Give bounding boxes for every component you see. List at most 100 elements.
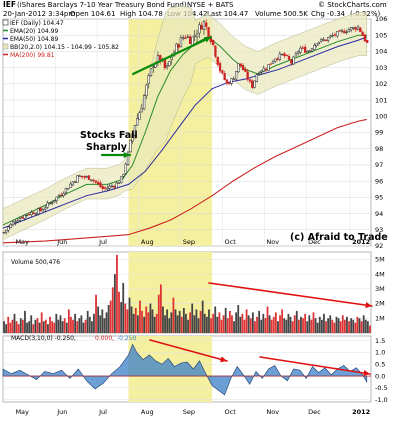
legend-ema50: EMA(50) 104.89 [10, 36, 58, 43]
volume-bar [21, 319, 24, 333]
volume-bar [366, 321, 369, 333]
volume-bar [13, 313, 16, 333]
volume-bar [145, 306, 148, 333]
price-y-tick: 100 [375, 112, 387, 120]
volume-bar [264, 318, 267, 333]
candle-body [322, 39, 325, 41]
volume-bar [300, 316, 302, 333]
volume-bar [231, 315, 233, 333]
volume-bar [325, 321, 327, 333]
macd-x-tick: 2012 [352, 408, 370, 416]
volume-bar [281, 309, 284, 333]
volume-bar [208, 309, 210, 333]
volume-y-tick: 5M [375, 256, 385, 264]
candle-body [4, 229, 8, 233]
volume-highlight-band [128, 252, 213, 333]
price-y-tick: 97 [375, 161, 383, 169]
volume-bar [287, 313, 290, 333]
volume-bar [109, 300, 112, 333]
volume-bar [201, 300, 204, 333]
volume-bar [197, 318, 200, 333]
candle-body [320, 38, 323, 42]
candle-body [73, 181, 77, 183]
volume-bar [111, 287, 114, 333]
candle-body [140, 108, 143, 113]
candle-body [326, 37, 330, 41]
candle-body [46, 202, 49, 208]
candle-body [168, 61, 171, 66]
macd-x-tick: Oct [225, 408, 237, 416]
candle-body [101, 186, 104, 189]
candle-body [218, 63, 222, 72]
volume-bar [285, 319, 288, 333]
volume-bar [352, 319, 355, 333]
candle-body [283, 53, 286, 57]
volume-bar [333, 322, 336, 333]
volume-bar [195, 309, 198, 333]
legend-ma200: MA(200) 99.81 [10, 52, 55, 59]
candle-body [85, 176, 88, 178]
volume-bar [235, 312, 238, 333]
volume-bar [214, 306, 217, 333]
candle-body [299, 47, 302, 53]
candle-body [126, 151, 130, 166]
macd-y-tick: -0.5 [375, 384, 388, 392]
macd-x-tick: Jul [98, 408, 107, 416]
price-y-tick: 95 [375, 194, 383, 202]
candle-body [182, 37, 185, 40]
volume-bar [210, 318, 212, 333]
candle-body [170, 57, 173, 60]
candle-body [76, 175, 79, 183]
volume-bar [15, 321, 18, 333]
volume-bar [289, 316, 292, 333]
volume-bar [105, 312, 108, 333]
volume-bar [241, 313, 244, 333]
volume-bar [122, 282, 125, 333]
candle-body [246, 71, 249, 80]
volume-bar [203, 313, 206, 333]
macd-y-tick: -1.0 [375, 396, 388, 404]
macd-x-tick: May [15, 408, 29, 416]
macd-y-tick: 1.0 [375, 349, 385, 357]
candle-body [195, 33, 199, 38]
candle-body [257, 72, 261, 75]
date: 20-Jan-2012 3:34pm [3, 10, 75, 18]
volume-bar [174, 309, 177, 333]
candle-body [274, 58, 277, 62]
watermark: © StockCharts.com [318, 1, 387, 9]
candle-body [301, 47, 304, 49]
candle-body [352, 27, 355, 29]
volume-bar [49, 316, 51, 333]
red-macd-arrow-1 [149, 339, 228, 362]
price-y-tick: 101 [375, 96, 387, 104]
candle-body [191, 36, 194, 46]
legend-macd: MACD(3,10,0) -0.250, [11, 335, 76, 342]
candle-body [324, 39, 327, 42]
volume-bar [36, 318, 39, 333]
candle-body [308, 50, 311, 52]
candle-body [60, 194, 63, 196]
volume-bar [364, 319, 367, 333]
candle-body [165, 65, 169, 68]
macd-x-tick: Jun [56, 408, 67, 416]
candle-body [83, 176, 86, 178]
candle-body [347, 29, 350, 33]
candle-body [27, 213, 31, 216]
candle-body [142, 95, 146, 110]
candle-body [113, 185, 116, 188]
candle-body [80, 175, 84, 178]
macd-x-tick: Nov [266, 408, 279, 416]
volume-bar [3, 321, 5, 333]
candle-body [278, 53, 281, 60]
volume-bar [233, 321, 235, 333]
candle-body [18, 217, 22, 221]
volume-bar [67, 309, 70, 333]
volume-bar [262, 313, 265, 333]
candle-body [94, 180, 97, 183]
volume-bar [93, 313, 95, 333]
volume-bar [251, 312, 254, 333]
volume-bar [143, 316, 146, 333]
price-x-tick: Jun [56, 238, 67, 246]
candle-body [329, 35, 332, 38]
candle-body [39, 207, 42, 211]
